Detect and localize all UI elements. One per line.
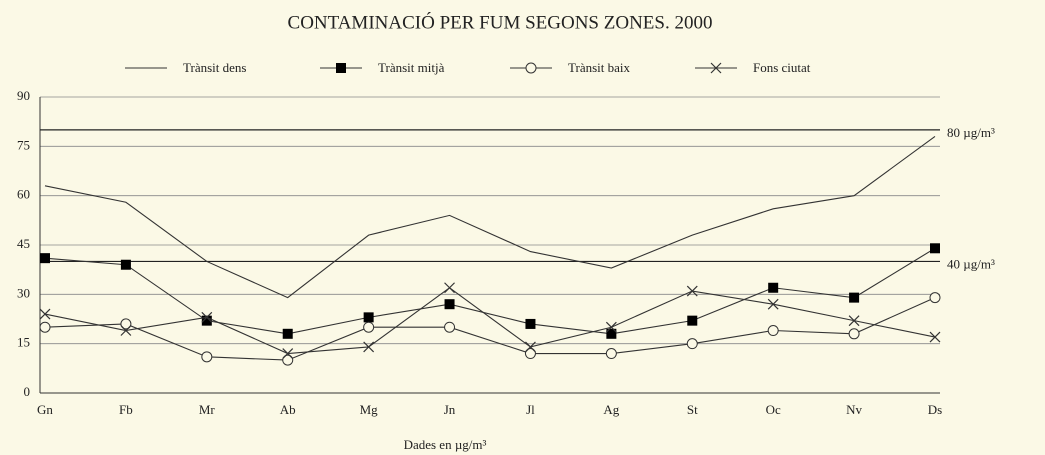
marker	[849, 292, 860, 303]
legend-label: Fons ciutat	[753, 60, 811, 75]
x-tick-label: St	[687, 402, 698, 417]
marker	[605, 321, 617, 333]
marker	[120, 259, 131, 270]
marker	[120, 325, 132, 336]
marker	[606, 328, 617, 339]
legend-label: Trànsit dens	[183, 60, 246, 75]
y-tick-label: 15	[17, 335, 30, 350]
marker	[605, 348, 617, 360]
marker	[444, 299, 455, 310]
series-line	[44, 247, 936, 335]
x-tick-label: Jn	[444, 402, 456, 417]
marker	[282, 354, 294, 366]
y-tick-label: 90	[17, 88, 30, 103]
marker	[767, 298, 779, 310]
marker	[768, 282, 779, 293]
marker	[929, 292, 941, 304]
marker	[767, 325, 779, 337]
x-tick-label: Nv	[846, 402, 862, 417]
marker	[201, 311, 213, 323]
y-tick-label: 60	[17, 187, 30, 202]
marker	[848, 328, 860, 340]
x-tick-label: Ag	[603, 402, 619, 417]
marker	[686, 338, 698, 350]
x-tick-label: Oc	[766, 402, 781, 417]
marker	[444, 321, 456, 333]
marker	[282, 348, 294, 359]
marker	[39, 321, 51, 333]
marker	[525, 62, 537, 74]
marker	[39, 308, 51, 320]
marker	[524, 348, 536, 360]
marker	[525, 341, 536, 353]
marker	[363, 312, 374, 323]
marker	[336, 63, 346, 73]
series-line	[44, 297, 936, 361]
marker	[686, 285, 698, 297]
y-tick-label: 0	[24, 384, 31, 399]
x-tick-label: Gn	[37, 402, 53, 417]
marker	[687, 315, 698, 326]
marker	[710, 62, 722, 74]
marker	[40, 253, 50, 264]
reference-label: 80 µg/m³	[947, 125, 995, 140]
x-tick-label: Mg	[360, 402, 379, 417]
marker	[929, 331, 941, 343]
legend-label: Trànsit baix	[568, 60, 630, 75]
series-line	[44, 136, 936, 299]
x-axis-label: Dades en µg/m³	[404, 437, 487, 452]
marker	[201, 351, 213, 363]
marker	[363, 341, 375, 353]
marker	[525, 318, 536, 329]
marker	[444, 282, 455, 294]
x-tick-label: Fb	[119, 402, 133, 417]
marker	[363, 321, 375, 333]
reference-label: 40 µg/m³	[947, 256, 995, 271]
y-tick-label: 75	[17, 137, 30, 152]
series-line	[44, 287, 936, 355]
marker	[201, 315, 212, 326]
x-tick-label: Jl	[526, 402, 535, 417]
marker	[848, 315, 860, 327]
x-tick-label: Mr	[199, 402, 216, 417]
x-tick-label: Ds	[928, 402, 942, 417]
marker	[120, 318, 132, 330]
y-tick-label: 30	[17, 285, 30, 300]
y-tick-label: 45	[17, 236, 30, 251]
x-tick-label: Ab	[280, 402, 296, 417]
marker	[282, 328, 293, 339]
chart-title: CONTAMINACIÓ PER FUM SEGONS ZONES. 2000	[288, 11, 713, 33]
marker	[930, 243, 940, 254]
legend-label: Trànsit mitjà	[378, 60, 445, 75]
